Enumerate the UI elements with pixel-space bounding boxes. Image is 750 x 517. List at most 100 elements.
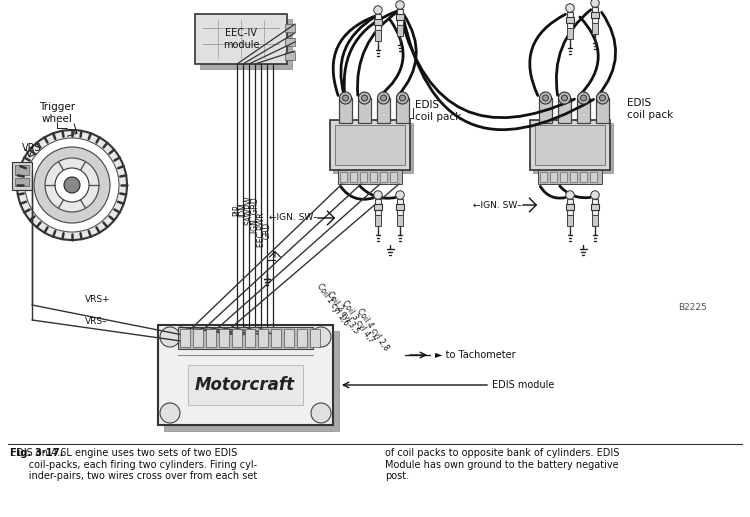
Bar — [158, 325, 333, 425]
Circle shape — [34, 147, 110, 223]
Text: VRS+: VRS+ — [85, 296, 111, 305]
Bar — [592, 199, 598, 215]
Bar — [297, 329, 307, 347]
Circle shape — [566, 4, 574, 12]
Circle shape — [397, 92, 409, 104]
Text: GRD: GRD — [262, 221, 272, 238]
Text: IDM: IDM — [238, 203, 248, 217]
Bar — [376, 215, 380, 226]
Circle shape — [358, 92, 370, 104]
Circle shape — [311, 327, 331, 347]
Bar — [15, 165, 29, 175]
Bar — [390, 172, 397, 182]
Text: Fig. 3·17.: Fig. 3·17. — [10, 448, 64, 458]
Bar — [333, 123, 413, 173]
Circle shape — [374, 191, 382, 199]
Bar — [284, 329, 294, 347]
Bar — [566, 12, 574, 27]
Bar — [245, 329, 255, 347]
Text: EEC-IV
module: EEC-IV module — [223, 28, 260, 50]
Bar — [397, 199, 404, 215]
Bar — [285, 24, 295, 32]
Circle shape — [396, 191, 404, 199]
Text: ←IGN. SW–: ←IGN. SW– — [473, 201, 522, 209]
Text: Coil 3 cyl 4,7: Coil 3 cyl 4,7 — [340, 299, 376, 345]
Circle shape — [25, 138, 119, 232]
Bar — [580, 172, 587, 182]
Bar — [376, 29, 380, 41]
Bar — [396, 204, 404, 210]
Bar — [164, 331, 339, 431]
Circle shape — [17, 130, 127, 240]
Bar — [370, 172, 377, 182]
Bar — [570, 172, 577, 182]
Bar — [398, 24, 403, 37]
Bar — [338, 170, 402, 184]
Bar — [558, 98, 571, 123]
Bar — [374, 14, 382, 29]
Circle shape — [377, 92, 389, 104]
Circle shape — [311, 403, 331, 423]
Text: B2225: B2225 — [678, 303, 706, 312]
Circle shape — [396, 1, 404, 9]
Bar — [330, 120, 410, 170]
Bar — [566, 17, 574, 23]
Bar — [358, 98, 371, 123]
Text: EDIS
coil pack: EDIS coil pack — [415, 100, 461, 121]
Circle shape — [160, 403, 180, 423]
Bar — [178, 327, 313, 349]
Bar — [285, 52, 295, 60]
Bar — [200, 19, 292, 69]
Text: EEC-IV
module: EEC-IV module — [232, 0, 271, 2]
Bar — [188, 365, 303, 405]
Text: Trigger
wheel: Trigger wheel — [39, 102, 75, 124]
Text: ←IGN. SW–: ←IGN. SW– — [269, 214, 318, 222]
Bar — [193, 329, 203, 347]
Circle shape — [599, 95, 605, 101]
Bar — [560, 172, 567, 182]
Bar — [568, 215, 572, 226]
Circle shape — [559, 92, 571, 104]
Circle shape — [374, 6, 382, 14]
Circle shape — [380, 95, 386, 101]
Circle shape — [55, 168, 89, 202]
Bar — [592, 23, 598, 35]
Text: SAWPW: SAWPW — [244, 195, 254, 225]
Bar — [380, 172, 387, 182]
Text: EEC PWR: EEC PWR — [256, 212, 265, 247]
Bar — [339, 98, 352, 123]
Bar — [206, 329, 216, 347]
Bar — [360, 172, 367, 182]
Bar — [258, 329, 268, 347]
Circle shape — [578, 92, 590, 104]
Circle shape — [591, 0, 599, 7]
Bar — [533, 123, 613, 173]
Bar — [12, 162, 32, 190]
Text: EDIS on 4.6L engine uses two sets of two EDIS
      coil-packs, each firing two : EDIS on 4.6L engine uses two sets of two… — [10, 448, 257, 481]
Circle shape — [340, 92, 352, 104]
Text: Motorcraft: Motorcraft — [195, 376, 295, 394]
Bar — [538, 170, 602, 184]
Text: PIP: PIP — [232, 204, 242, 216]
Circle shape — [362, 95, 368, 101]
Bar — [592, 7, 598, 23]
Text: IGN. GRD: IGN. GRD — [251, 197, 260, 233]
Bar — [590, 172, 597, 182]
Bar — [232, 329, 242, 347]
Circle shape — [566, 191, 574, 199]
Text: VRS–: VRS– — [85, 317, 108, 327]
Bar — [374, 204, 382, 210]
Circle shape — [400, 95, 406, 101]
Bar — [374, 19, 382, 25]
Text: EDIS module: EDIS module — [492, 380, 554, 390]
Bar — [271, 329, 281, 347]
Text: Coil 1 cyl 1,6: Coil 1 cyl 1,6 — [315, 282, 350, 328]
Bar — [530, 120, 610, 170]
Circle shape — [64, 177, 80, 193]
Bar — [180, 329, 190, 347]
Bar — [195, 14, 287, 64]
Bar — [396, 13, 404, 20]
Text: Coil 2 cyl 3,5: Coil 2 cyl 3,5 — [325, 290, 361, 336]
Circle shape — [542, 95, 548, 101]
Bar — [15, 178, 29, 186]
